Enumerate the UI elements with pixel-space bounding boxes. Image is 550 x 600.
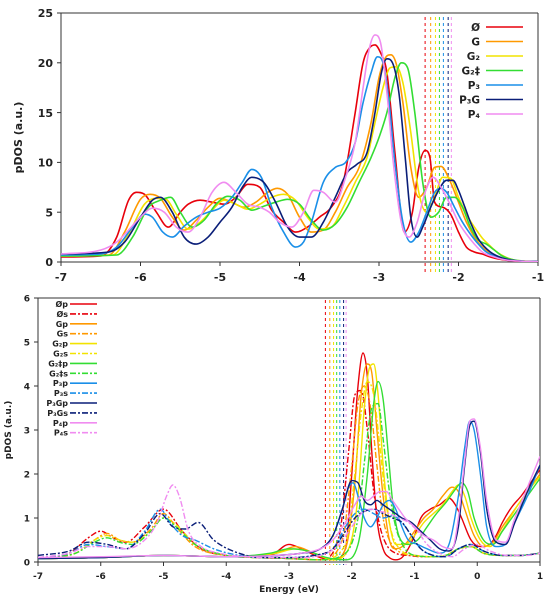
x-tick-label: 0 <box>474 572 480 582</box>
legend-label: G₂s <box>53 350 68 359</box>
legend-label: P₃s <box>54 389 68 398</box>
y-tick-label: 4 <box>24 382 30 392</box>
series-line-1 <box>38 389 540 561</box>
series-line-2 <box>61 66 538 262</box>
legend: ØG G₂ G₂‡ P₃ P₃G P₄ <box>459 22 523 121</box>
legend-label: P₃Gs <box>47 409 68 418</box>
y-tick-label: 25 <box>38 7 53 20</box>
y-tick-label: 6 <box>24 294 30 304</box>
legend-label: G₂‡s <box>49 369 68 378</box>
y-tick-label: 5 <box>45 206 53 219</box>
legend-label: G <box>471 37 480 49</box>
legend-label: P₃p <box>53 379 68 388</box>
x-tick-label: -5 <box>214 271 226 284</box>
x-tick-label: -1 <box>532 271 544 284</box>
y-tick-label: 2 <box>24 470 30 480</box>
x-tick-label: -1 <box>410 572 420 582</box>
y-tick-label: 0 <box>24 558 30 568</box>
x-tick-label: -4 <box>293 271 306 284</box>
legend-label: P₃Gp <box>46 399 68 408</box>
legend-label: P₄ <box>468 109 481 121</box>
legend-label: Øp <box>55 299 68 309</box>
x-tick-label: -2 <box>347 572 357 582</box>
legend: ØpØsGpGsG₂pG₂sG₂‡pG₂‡sP₃pP₃sP₃GpP₃GsP₄pP… <box>46 299 97 438</box>
series-line-13 <box>38 484 540 559</box>
y-tick-label: 15 <box>38 107 53 120</box>
y-axis-title: pDOS (a.u.) <box>12 102 25 174</box>
legend-label: G₂p <box>52 340 68 349</box>
x-tick-label: -2 <box>452 271 464 284</box>
y-tick-label: 5 <box>24 338 30 348</box>
series-line-11 <box>38 508 540 559</box>
x-tick-label: -5 <box>159 572 169 582</box>
y-tick-label: 1 <box>24 514 30 524</box>
legend-label: P₄p <box>53 419 68 428</box>
x-tick-label: -3 <box>284 572 294 582</box>
series-line-9 <box>38 508 540 559</box>
y-axis-title: pDOS (a.u.) <box>4 401 14 460</box>
series-line-12 <box>38 418 540 559</box>
legend-label: Øs <box>56 309 68 319</box>
x-tick-label: -7 <box>33 572 43 582</box>
x-tick-label: 1 <box>537 572 543 582</box>
x-tick-label: -6 <box>96 572 106 582</box>
x-tick-label: -6 <box>134 271 147 284</box>
x-tick-label: -4 <box>221 572 231 582</box>
series-line-3 <box>61 62 538 262</box>
x-axis-title: Energy (eV) <box>259 585 319 595</box>
legend-label: P₃ <box>468 80 481 92</box>
legend-label: Ø <box>471 22 480 34</box>
y-tick-label: 0 <box>45 256 53 269</box>
series-line-7 <box>38 402 540 561</box>
legend-label: G₂‡p <box>48 359 68 368</box>
series-line-6 <box>61 34 538 262</box>
x-tick-label: -3 <box>373 271 385 284</box>
top-panel-pdos-chart: -7 -6 -5 -4 -3 -2 -1 0 5 10 15 20 25 pDOS (a.u.) ØG G₂ G… <box>12 7 544 284</box>
legend-label: Gs <box>57 330 69 339</box>
series-line-1 <box>61 54 538 262</box>
series-line-5 <box>61 58 538 262</box>
bottom-panel-pdos-chart: -7 -6 -5 -4 -3 -2 -1 0 1 0 1 2 3 4 5 6 pDOS (a.u.) Energy… <box>4 294 543 595</box>
legend-label: Gp <box>56 320 69 329</box>
y-tick-label: 3 <box>24 426 30 436</box>
legend-label: G₂ <box>467 51 481 63</box>
series-line-4 <box>61 56 538 262</box>
y-tick-label: 20 <box>38 57 54 70</box>
series-line-3 <box>38 385 540 561</box>
y-tick-label: 10 <box>38 157 54 170</box>
legend-label: G₂‡ <box>462 66 480 78</box>
legend-label: P₄s <box>54 429 68 438</box>
legend-label: P₃G <box>459 95 480 107</box>
x-tick-label: -7 <box>55 271 67 284</box>
